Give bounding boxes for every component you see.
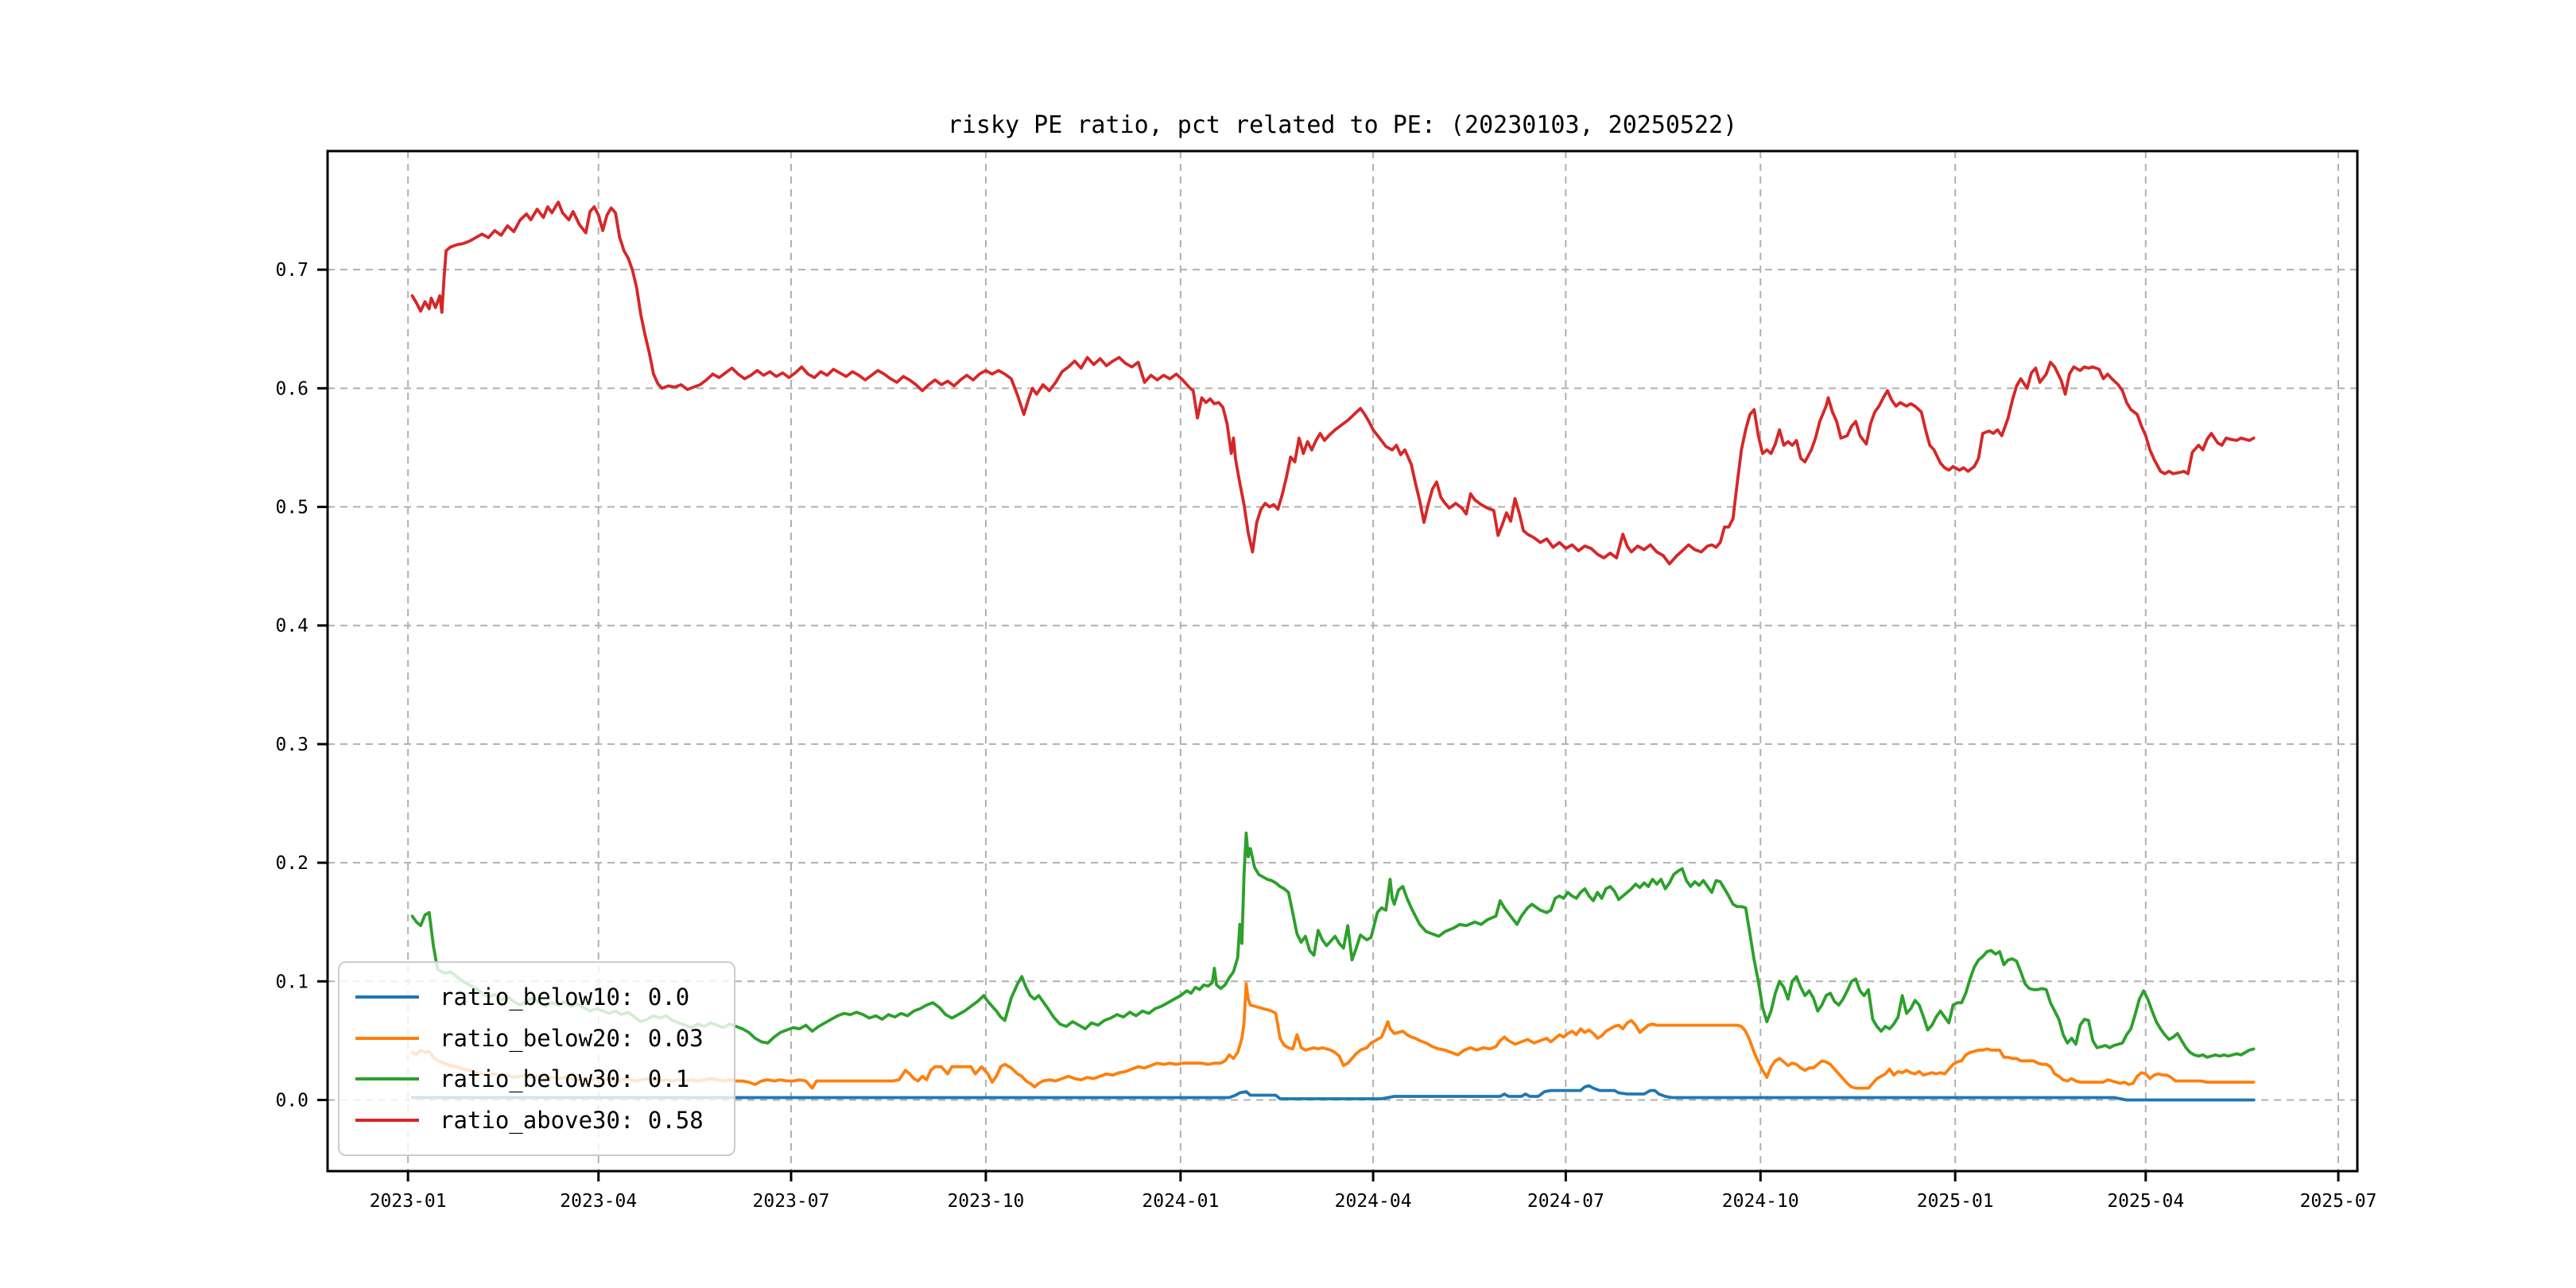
y-tick-label: 0.6 (275, 378, 308, 399)
legend-item: ratio_below30: 0.1 (355, 1065, 718, 1092)
legend-item-label: ratio_below30: 0.1 (440, 1065, 690, 1093)
x-tick-label: 2025-01 (1917, 1191, 1994, 1212)
legend-line-swatch-below10 (355, 995, 419, 999)
legend-item-label: ratio_below10: 0.0 (440, 983, 690, 1011)
y-tick-label: 0.7 (275, 260, 308, 281)
legend-line-swatch-above30 (355, 1119, 419, 1123)
series-line-ratio_below20 (410, 982, 2256, 1090)
series-line-ratio_above30 (410, 200, 2256, 566)
x-tick-label: 2024-10 (1722, 1191, 1799, 1212)
series-line-ratio_below10 (410, 1084, 2256, 1102)
y-tick-label: 0.0 (275, 1090, 308, 1111)
legend-line-swatch-below30 (355, 1077, 419, 1081)
y-tick-label: 0.1 (275, 972, 308, 992)
y-tick-label: 0.2 (275, 853, 308, 874)
legend: ratio_below10: 0.0 ratio_below20: 0.03 r… (338, 961, 735, 1156)
chart-title: risky PE ratio, pct related to PE: (2023… (947, 111, 1738, 139)
x-tick-label: 2025-04 (2107, 1191, 2184, 1212)
x-tick-label: 2023-10 (947, 1191, 1024, 1212)
y-tick-label: 0.5 (275, 498, 308, 518)
x-tick-label: 2024-01 (1142, 1191, 1219, 1212)
legend-item-label: ratio_above30: 0.58 (440, 1107, 704, 1135)
x-tick-label: 2023-04 (560, 1191, 637, 1212)
y-tick-label: 0.4 (275, 616, 308, 637)
x-tick-label: 2023-01 (370, 1191, 447, 1212)
axes-frame (326, 149, 2359, 1173)
legend-item: ratio_below20: 0.03 (355, 1025, 718, 1052)
series-line-ratio_below30 (410, 831, 2256, 1059)
legend-line-swatch-below20 (355, 1036, 419, 1040)
legend-item: ratio_below10: 0.0 (355, 983, 718, 1011)
x-tick-label: 2024-04 (1335, 1191, 1412, 1212)
x-tick-label: 2025-07 (2300, 1191, 2377, 1212)
legend-item: ratio_above30: 0.58 (355, 1107, 718, 1134)
x-tick-label: 2023-07 (753, 1191, 830, 1212)
y-tick-label: 0.3 (275, 735, 308, 755)
legend-item-label: ratio_below20: 0.03 (440, 1024, 704, 1052)
x-tick-label: 2024-07 (1527, 1191, 1604, 1212)
